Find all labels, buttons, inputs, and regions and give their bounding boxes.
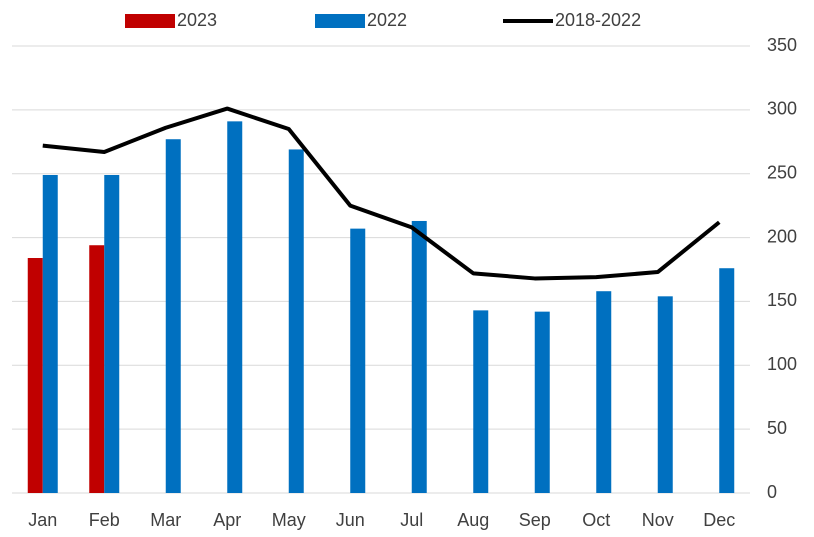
legend-label: 2022 — [367, 10, 407, 30]
line — [42, 106, 721, 281]
bar — [89, 245, 105, 493]
bar — [719, 268, 735, 493]
x-tick-label: Feb — [89, 510, 120, 530]
x-tick-label: Oct — [582, 510, 610, 530]
y-tick-label: 50 — [767, 418, 787, 438]
y-tick-label: 300 — [767, 99, 797, 119]
x-tick-label: Aug — [457, 510, 489, 530]
bar — [473, 310, 489, 493]
x-tick-label: Mar — [150, 510, 181, 530]
x-tick-label: Jan — [28, 510, 57, 530]
legend-swatch — [315, 14, 365, 28]
y-tick-label: 350 — [767, 35, 797, 55]
x-tick-label: May — [272, 510, 306, 530]
x-tick-label: Jun — [336, 510, 365, 530]
x-tick-label: Dec — [703, 510, 735, 530]
legend-swatch — [125, 14, 175, 28]
bar — [596, 291, 612, 493]
y-tick-label: 0 — [767, 482, 777, 502]
bar — [227, 121, 243, 493]
bar — [104, 174, 120, 493]
x-tick-label: Jul — [400, 510, 423, 530]
bar — [534, 311, 550, 493]
legend-label: 2018-2022 — [555, 10, 641, 30]
x-tick-label: Sep — [519, 510, 551, 530]
bar — [165, 139, 181, 493]
bar — [27, 258, 43, 493]
bar — [411, 220, 427, 493]
y-tick-label: 250 — [767, 162, 797, 182]
bar — [657, 296, 673, 493]
bar — [350, 228, 366, 494]
legend-label: 2023 — [177, 10, 217, 30]
y-tick-label: 150 — [767, 290, 797, 310]
x-tick-label: Apr — [213, 510, 241, 530]
bar — [42, 174, 58, 493]
bar — [288, 149, 304, 493]
y-tick-label: 100 — [767, 354, 797, 374]
y-tick-label: 200 — [767, 226, 797, 246]
x-tick-label: Nov — [642, 510, 674, 530]
